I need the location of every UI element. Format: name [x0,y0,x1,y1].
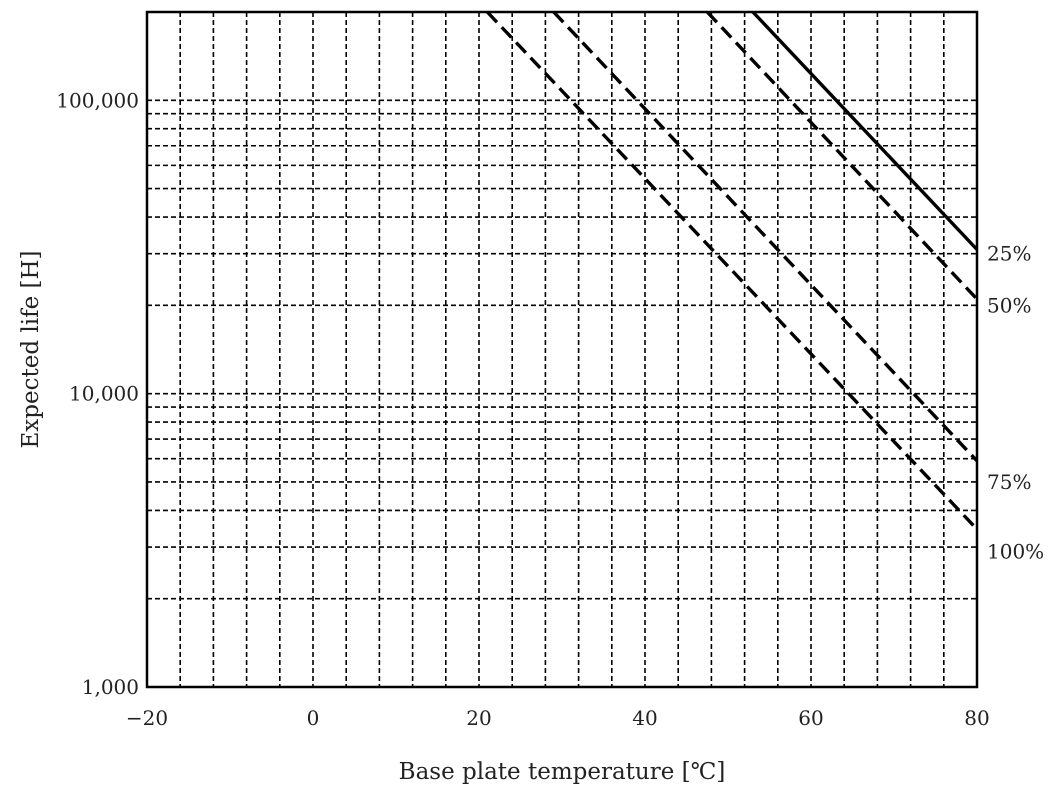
series-end-labels: 25% 50% 75% 100% [987,242,1044,564]
series-label: 25% [987,242,1031,266]
series-line-2 [706,10,979,301]
y-axis-label: Expected life [H] [18,250,44,448]
y-tick-label: 100,000 [56,88,139,112]
series-label: 75% [987,470,1031,494]
x-tick-label: 40 [632,706,657,730]
series-label: 100% [987,539,1044,563]
x-axis-label: Base plate temperature [℃] [399,759,726,785]
x-tick-label: 60 [798,706,823,730]
grid-lines [147,12,977,687]
y-tick-label: 1,000 [82,675,139,699]
series-line-1 [751,10,979,251]
series-label: 50% [987,293,1031,317]
plot-frame [145,10,979,689]
x-tick-label: −20 [126,706,168,730]
y-tick-label: 10,000 [69,382,139,406]
series-line-3 [552,10,979,463]
series-line-4 [486,10,979,531]
tick-labels: −20 0 20 40 60 80 1,000 10,000 100,000 [56,88,989,730]
series-lines [486,10,979,531]
x-tick-label: 0 [307,706,320,730]
x-tick-label: 80 [964,706,989,730]
x-tick-label: 20 [466,706,491,730]
